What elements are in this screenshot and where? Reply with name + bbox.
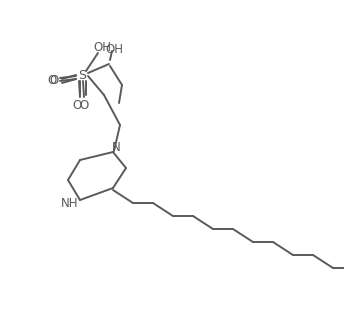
Text: OH: OH (93, 40, 111, 53)
Text: O: O (47, 73, 57, 87)
Text: O: O (72, 99, 82, 112)
Text: OH: OH (105, 42, 123, 55)
Text: N: N (111, 141, 120, 154)
Text: O: O (79, 99, 89, 112)
Text: O: O (50, 73, 58, 87)
Text: S: S (78, 68, 86, 81)
Text: NH: NH (61, 196, 79, 209)
